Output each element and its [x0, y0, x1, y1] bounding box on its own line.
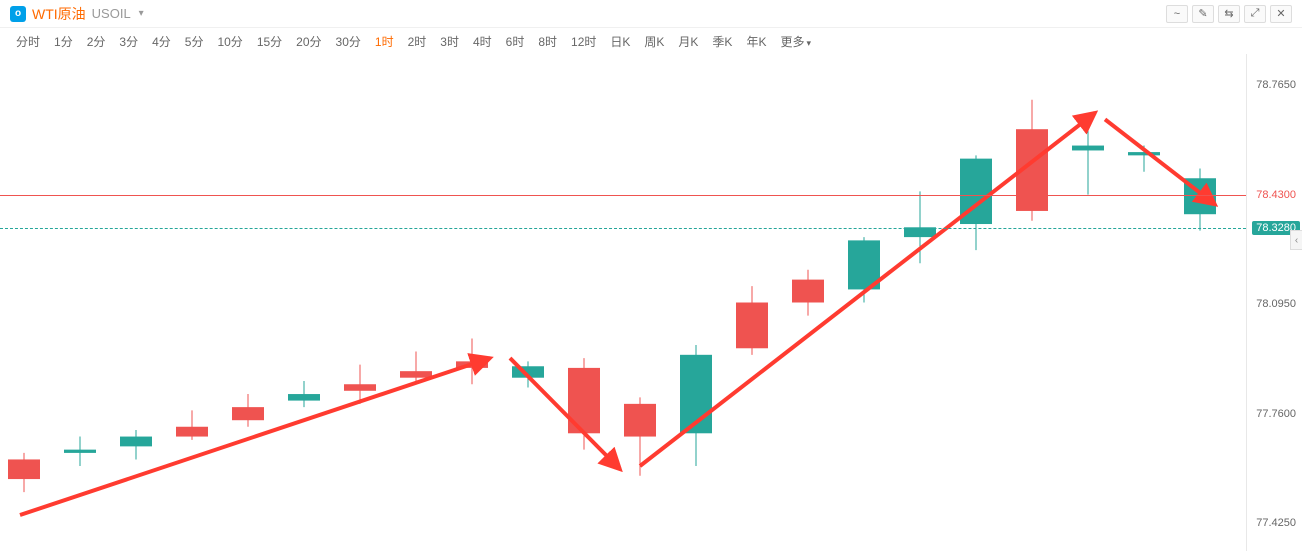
y-axis-label: 77.4250 — [1256, 517, 1296, 529]
logo-icon: o — [10, 6, 26, 22]
trend-arrow — [510, 358, 620, 469]
timeframe-item[interactable]: 15分 — [251, 31, 288, 52]
y-axis-label: 78.7650 — [1256, 79, 1296, 91]
timeframe-item[interactable]: 20分 — [290, 31, 327, 52]
title-area: o WTI原油 USOIL ▾ — [10, 4, 144, 24]
timeframe-item[interactable]: 4时 — [467, 31, 498, 52]
timeframe-item[interactable]: 5分 — [179, 31, 210, 52]
y-axis-label: 78.0950 — [1256, 298, 1296, 310]
timeframe-item[interactable]: 2分 — [81, 31, 112, 52]
chart-header: o WTI原油 USOIL ▾ ~ ✎ ⇆ ⤢ ✕ — [0, 0, 1302, 28]
current-price-line — [0, 228, 1246, 229]
timeframe-item[interactable]: 分时 — [10, 31, 46, 52]
timeframe-item[interactable]: 10分 — [211, 31, 248, 52]
y-axis[interactable]: 78.765078.430078.328078.095077.760077.42… — [1246, 54, 1302, 551]
timeframe-item[interactable]: 1时 — [369, 31, 400, 52]
chart-plot[interactable] — [0, 54, 1246, 551]
timeframe-item[interactable]: 年K — [740, 31, 772, 52]
y-axis-label: 77.7600 — [1256, 408, 1296, 420]
timeframe-item[interactable]: 6时 — [500, 31, 531, 52]
toolbar: ~ ✎ ⇆ ⤢ ✕ — [1166, 5, 1292, 23]
timeframe-item[interactable]: 3时 — [434, 31, 465, 52]
timeframe-item[interactable]: 2时 — [402, 31, 433, 52]
dropdown-caret-icon[interactable]: ▾ — [139, 8, 144, 19]
trend-arrow — [640, 113, 1095, 466]
timeframe-item[interactable]: 8时 — [532, 31, 563, 52]
timeframe-item[interactable]: 4分 — [146, 31, 177, 52]
tool-fullscreen-icon[interactable]: ⤢ — [1244, 5, 1266, 23]
tool-close-icon[interactable]: ✕ — [1270, 5, 1292, 23]
tool-draw-icon[interactable]: ✎ — [1192, 5, 1214, 23]
timeframe-item[interactable]: 30分 — [330, 31, 367, 52]
timeframe-item[interactable]: 月K — [672, 31, 704, 52]
tool-compare-icon[interactable]: ⇆ — [1218, 5, 1240, 23]
timeframe-item[interactable]: 12时 — [565, 31, 602, 52]
timeframe-item[interactable]: 周K — [638, 31, 670, 52]
instrument-title[interactable]: WTI原油 — [32, 4, 86, 24]
timeframe-item[interactable]: 3分 — [113, 31, 144, 52]
trend-arrow — [20, 358, 490, 515]
candlestick-svg — [0, 54, 1246, 551]
timeframe-item[interactable]: 季K — [706, 31, 738, 52]
reference-price-line — [0, 195, 1246, 196]
y-axis-label: 78.4300 — [1256, 189, 1296, 201]
timeframe-item[interactable]: 1分 — [48, 31, 79, 52]
timeframe-item[interactable]: 更多▾ — [774, 31, 817, 52]
expand-panel-icon[interactable]: ‹ — [1290, 230, 1302, 250]
timeframe-item[interactable]: 日K — [604, 31, 636, 52]
tool-indicator-icon[interactable]: ~ — [1166, 5, 1188, 23]
timeframe-bar: 分时1分2分3分4分5分10分15分20分30分1时2时3时4时6时8时12时日… — [0, 28, 1302, 54]
chart-area: 78.765078.430078.328078.095077.760077.42… — [0, 54, 1302, 551]
instrument-symbol: USOIL — [92, 6, 131, 21]
trend-arrow — [1105, 119, 1215, 204]
